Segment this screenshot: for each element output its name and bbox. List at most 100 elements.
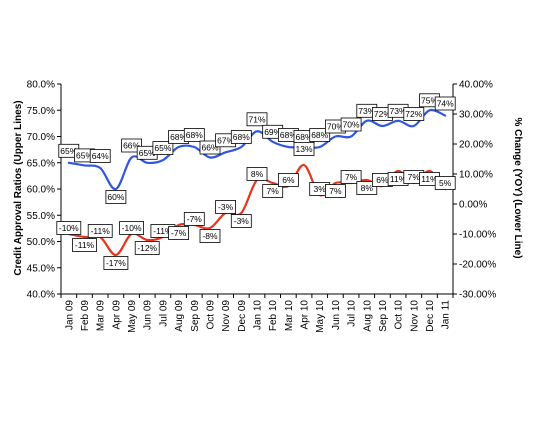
data-label-text: 8% [251, 169, 264, 179]
x-tick-label: Nov 09 [221, 300, 232, 332]
right-axis-title: % Change (YOY) (Lower Line) [512, 117, 523, 258]
data-label-text: -12% [137, 243, 157, 253]
data-label-box [152, 141, 174, 156]
data-label-text: 11% [390, 174, 407, 184]
data-label-text: 6% [282, 175, 295, 185]
data-label: -10% [119, 221, 144, 235]
left-axis-title: Credit Approval Ratios (Upper Lines) [13, 100, 24, 275]
data-label-text: 72% [374, 109, 391, 119]
data-label-text: -11% [91, 226, 111, 236]
data-label-text: -17% [106, 258, 126, 268]
x-tick-label: Aug 09 [174, 300, 185, 332]
data-label-box [105, 190, 127, 204]
data-label: 66% [121, 138, 142, 153]
data-label-text: 67% [217, 135, 234, 145]
data-label: 11% [387, 172, 409, 186]
data-label-text: 7% [267, 186, 280, 196]
data-label: 73% [387, 103, 409, 118]
data-label-text: -7% [187, 214, 203, 224]
data-label-box [183, 128, 205, 142]
left-tick-label: 40.0% [27, 290, 55, 301]
x-tick-label: Jan 11 [441, 300, 452, 330]
data-label-text: 74% [437, 99, 454, 109]
x-tick-label: May 09 [127, 300, 138, 333]
data-label-text: 65% [60, 146, 77, 156]
data-label: 7% [324, 184, 346, 198]
data-label-box [87, 224, 113, 238]
data-label-text: 65% [154, 143, 171, 153]
axes: 40.0% 45.0% 50.0% 55.0% 60.0% 65.0% 70.0% 75.0%… [27, 80, 497, 333]
data-label: 71% [246, 112, 268, 127]
x-tick-label: Jun 09 [143, 300, 154, 330]
data-label-box [199, 229, 221, 243]
data-label: 7% [262, 184, 284, 198]
data-label: -8% [199, 229, 221, 243]
x-tick-label: Jan 10 [253, 300, 264, 330]
x-tick-label: Nov 10 [409, 300, 420, 332]
data-label-text: 68% [233, 132, 250, 142]
x-tick-label: Oct 10 [394, 300, 405, 330]
data-label-text: 73% [390, 106, 407, 116]
data-label-text: 68% [280, 130, 297, 140]
data-label-box [246, 167, 268, 181]
data-label: 70% [324, 119, 346, 134]
data-label-text: -8% [202, 231, 218, 241]
left-tick-label: 55.0% [27, 211, 55, 222]
right-tick-label: 10.00% [459, 170, 493, 181]
data-label-text: 6% [376, 175, 389, 185]
data-label-text: 7% [408, 172, 421, 182]
data-label: 72% [403, 107, 425, 121]
left-tick-label: 80.0% [27, 80, 55, 91]
data-label-box [230, 130, 252, 144]
data-label-text: -10% [122, 223, 142, 233]
data-label-text: 7% [329, 186, 342, 196]
data-label-text: 75% [421, 95, 438, 105]
left-tick-label: 65.0% [27, 158, 55, 169]
data-label: 64% [89, 149, 111, 163]
data-label: -12% [134, 241, 160, 255]
x-tick-label: Jun 10 [331, 300, 342, 330]
left-tick-label: 45.0% [27, 263, 55, 274]
data-label-box [340, 170, 362, 184]
data-label-box [403, 107, 425, 121]
x-tick-label: Sep 10 [378, 300, 389, 332]
data-label-text: 66% [201, 143, 218, 153]
right-tick-label: -10.00% [459, 230, 496, 241]
data-label-text: -11% [75, 240, 95, 250]
x-tick-label: Jan 09 [64, 300, 75, 330]
data-label: -11% [87, 224, 113, 238]
data-label-text: -3% [218, 202, 234, 212]
data-label: 7% [340, 170, 362, 184]
x-tick-label: Apr 09 [111, 300, 122, 330]
data-label-box [183, 212, 205, 226]
data-label-box [103, 256, 129, 270]
data-label-box [72, 238, 97, 252]
data-label: -3% [230, 214, 252, 228]
data-label-box [293, 142, 315, 156]
data-label-text: -11% [153, 226, 173, 236]
right-tick-label: -20.00% [459, 260, 496, 271]
data-label: -11% [72, 238, 97, 252]
data-label-box [434, 176, 456, 190]
right-tick-label: 40.00% [459, 80, 493, 91]
data-label: 66% [199, 140, 221, 155]
data-label-text: 66% [123, 141, 140, 151]
data-label-text: 3% [314, 184, 327, 194]
left-tick-label: 50.0% [27, 237, 55, 248]
data-label: 68% [183, 128, 205, 142]
data-label-box [340, 117, 362, 132]
data-label-box [199, 140, 221, 155]
x-tick-label: Apr 10 [300, 300, 311, 330]
series-line-approval-ratio [67, 108, 447, 191]
left-tick-label: 75.0% [27, 106, 55, 117]
data-label-box [89, 149, 111, 163]
x-tick-label: Oct 09 [205, 300, 216, 330]
data-label-box [277, 173, 299, 187]
data-labels: 65%65%64%60%66%65%65%68%68%66%67%68%71%6… [56, 93, 456, 270]
data-label: 8% [356, 181, 378, 195]
data-label-text: 11% [421, 174, 438, 184]
data-label-text: -10% [59, 223, 79, 233]
data-label-box [119, 221, 144, 235]
data-label-text: 68% [295, 132, 312, 142]
x-tick-label: Aug 10 [362, 300, 373, 332]
